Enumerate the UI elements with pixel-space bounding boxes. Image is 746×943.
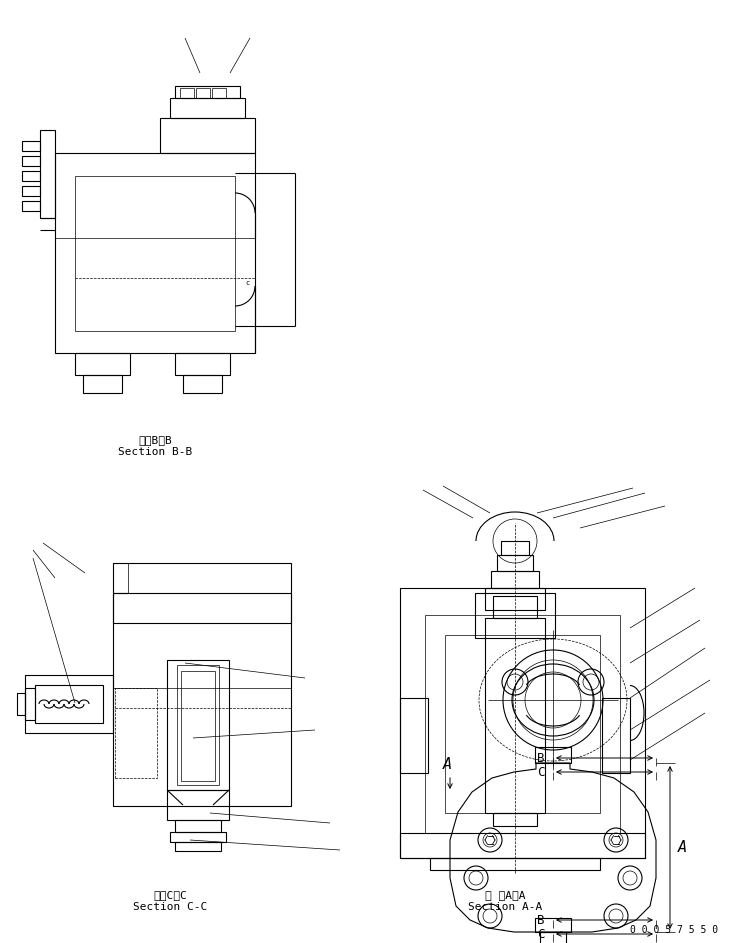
- Text: 断面B－B: 断面B－B: [138, 435, 172, 445]
- Bar: [485, 618, 545, 813]
- Bar: [180, 88, 194, 98]
- Bar: [475, 593, 555, 638]
- Bar: [22, 201, 40, 211]
- Bar: [535, 918, 571, 932]
- Bar: [175, 842, 221, 851]
- Bar: [425, 615, 620, 833]
- Text: C: C: [538, 766, 545, 779]
- Bar: [22, 141, 40, 151]
- Bar: [40, 130, 55, 218]
- Bar: [400, 833, 645, 858]
- Bar: [485, 588, 545, 610]
- Bar: [115, 688, 157, 778]
- Text: A: A: [678, 840, 687, 855]
- Text: C: C: [538, 928, 545, 940]
- Bar: [25, 688, 35, 720]
- Text: B: B: [538, 752, 545, 765]
- Bar: [22, 156, 40, 166]
- Text: A: A: [442, 757, 451, 772]
- Bar: [167, 790, 229, 820]
- Text: B: B: [538, 914, 545, 927]
- Bar: [17, 693, 25, 715]
- Bar: [177, 665, 219, 785]
- Bar: [170, 98, 245, 118]
- Bar: [196, 88, 210, 98]
- Bar: [493, 596, 537, 618]
- Bar: [181, 671, 215, 781]
- Bar: [400, 698, 428, 773]
- Bar: [35, 685, 103, 723]
- Bar: [175, 353, 230, 375]
- Bar: [170, 832, 226, 842]
- Bar: [602, 698, 630, 773]
- Text: 断 面A－A: 断 面A－A: [485, 890, 525, 900]
- Bar: [167, 660, 229, 790]
- Bar: [400, 588, 645, 858]
- Text: 断面C－C: 断面C－C: [153, 890, 187, 900]
- Text: Section C-C: Section C-C: [133, 902, 207, 912]
- Bar: [25, 675, 113, 733]
- Bar: [22, 171, 40, 181]
- Bar: [83, 375, 122, 393]
- Bar: [175, 86, 240, 98]
- Text: Section A-A: Section A-A: [468, 902, 542, 912]
- Bar: [212, 88, 226, 98]
- Bar: [183, 375, 222, 393]
- Bar: [501, 541, 529, 555]
- Bar: [540, 932, 566, 943]
- Bar: [535, 747, 571, 763]
- Text: Section B-B: Section B-B: [118, 447, 192, 457]
- Bar: [113, 563, 291, 806]
- Bar: [75, 176, 235, 331]
- Bar: [497, 555, 533, 571]
- Bar: [55, 153, 255, 353]
- Bar: [430, 858, 600, 870]
- Bar: [160, 118, 255, 153]
- Text: c: c: [246, 280, 250, 286]
- Text: 0 0 0 5 7 5 5 0: 0 0 0 5 7 5 5 0: [630, 925, 718, 935]
- Bar: [175, 820, 221, 832]
- Bar: [75, 353, 130, 375]
- Bar: [22, 186, 40, 196]
- Bar: [445, 635, 600, 813]
- Bar: [491, 571, 539, 588]
- Bar: [493, 813, 537, 826]
- Bar: [113, 593, 291, 623]
